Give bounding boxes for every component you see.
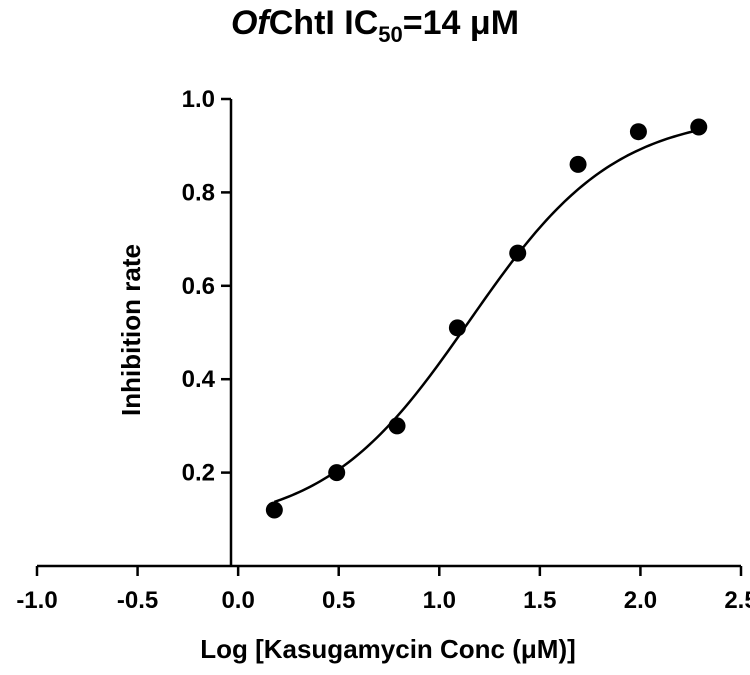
x-tick-label: 2.5 bbox=[724, 587, 750, 614]
fit-curve-group bbox=[273, 128, 700, 504]
fit-curve bbox=[273, 128, 700, 504]
y-axis-title: Inhibition rate bbox=[116, 244, 146, 416]
x-tick-label: 0.0 bbox=[221, 587, 254, 614]
data-point bbox=[509, 244, 527, 262]
x-tick-label: -0.5 bbox=[117, 587, 158, 614]
title-italic-part: Of bbox=[230, 4, 269, 42]
x-axis-title: Log [Kasugamycin Conc (μM)] bbox=[200, 634, 576, 664]
x-tick-label: -1.0 bbox=[16, 587, 57, 614]
y-tick-label: 0.2 bbox=[182, 460, 215, 487]
x-tick-label: 1.5 bbox=[523, 587, 556, 614]
data-point bbox=[569, 155, 587, 173]
y-tick-label: 1.0 bbox=[182, 86, 215, 113]
axes bbox=[37, 99, 741, 568]
data-point bbox=[690, 118, 708, 136]
title-main-part: ChtI IC bbox=[268, 4, 379, 42]
x-tick-label: 2.0 bbox=[624, 587, 657, 614]
data-point bbox=[448, 319, 466, 337]
y-tick-label: 0.8 bbox=[182, 179, 215, 206]
y-tick-label: 0.6 bbox=[182, 273, 215, 300]
y-axis-ticks: 0.2 0.4 0.6 0.8 1.0 bbox=[182, 86, 231, 487]
title-subscript: 50 bbox=[378, 22, 403, 47]
x-axis-ticks: -1.0 -0.5 0.0 0.5 1.0 1.5 2.0 2.5 bbox=[16, 566, 750, 614]
data-points bbox=[265, 118, 708, 519]
x-tick-label: 0.5 bbox=[322, 587, 355, 614]
chart-title: OfChtI IC50=14 μM bbox=[0, 4, 750, 48]
x-tick-label: 1.0 bbox=[423, 587, 456, 614]
title-suffix: =14 μM bbox=[402, 4, 520, 42]
data-point bbox=[388, 417, 406, 435]
data-point bbox=[629, 123, 647, 141]
data-point bbox=[328, 464, 346, 482]
y-tick-label: 0.4 bbox=[182, 366, 216, 393]
data-point bbox=[265, 501, 283, 519]
